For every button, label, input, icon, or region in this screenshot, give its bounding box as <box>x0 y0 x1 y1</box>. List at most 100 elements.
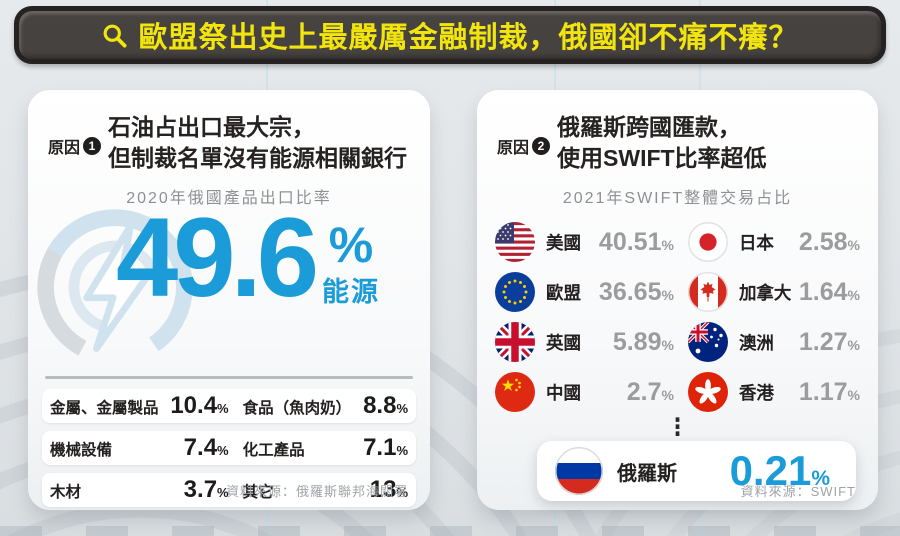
eu-flag-icon <box>495 272 535 313</box>
japan-flag-icon <box>687 222 728 263</box>
percent-sign: % <box>811 467 830 491</box>
reason-label: 原因 <box>48 139 81 157</box>
energy-bolt-icon <box>37 209 193 365</box>
country-value: 5.89 <box>612 327 662 356</box>
country-name: 美國 <box>546 232 581 253</box>
reason-1-card: 原因 1 石油占出口最大宗， 但制裁名單沒有能源相關銀行 2020年俄國產品出口… <box>28 90 430 510</box>
percent-sign: % <box>661 286 674 303</box>
cell-value: 13 <box>369 476 397 504</box>
cell-value: 3.7 <box>183 476 218 504</box>
swift-share-list: 美國 40.51% 日本 2.58% 歐盟 36.65% <box>495 220 860 414</box>
country-value: 2.7 <box>626 377 662 406</box>
bottom-stripe-band <box>0 526 900 536</box>
country-row-hongkong: 香港 1.17% <box>687 370 860 414</box>
us-flag-icon <box>495 222 535 263</box>
cell-label: 其它 <box>242 484 274 502</box>
cell-value: 7.4 <box>183 434 218 462</box>
russia-flag-icon <box>555 447 603 496</box>
percent-sign: % <box>661 236 674 253</box>
country-name: 加拿大 <box>738 282 792 303</box>
big-stat: 49.6 % 能源 <box>116 195 380 321</box>
cell-value: 8.8 <box>363 392 397 420</box>
percent-sign: % <box>396 485 408 501</box>
percent-sign: % <box>847 386 860 403</box>
heading-line-1: 俄羅斯跨國匯款， <box>557 114 742 140</box>
heading-line-2: 但制裁名單沒有能源相關銀行 <box>108 145 408 172</box>
energy-stat: 49.6 % 能源 <box>28 202 430 365</box>
country-value: 1.17 <box>798 377 848 406</box>
cell-value: 10.4 <box>170 392 218 420</box>
heading-line-1: 石油占出口最大宗， <box>108 114 316 140</box>
table-row: 機械設備 7.4% 化工產品 7.1% <box>42 431 416 466</box>
table-divider <box>45 376 413 380</box>
country-value: 1.64 <box>798 277 848 306</box>
percent-sign: % <box>396 443 408 459</box>
percent-sign: % <box>217 443 229 459</box>
country-row-australia: 澳洲 1.27% <box>687 320 860 364</box>
cell-label: 金屬、金屬製品 <box>50 400 159 418</box>
hongkong-flag-icon <box>687 372 728 413</box>
export-share-table: 金屬、金屬製品 10.4% 食品（魚肉奶） 8.8% 機械設備 7.4% 化工產… <box>42 389 416 508</box>
more-items-ellipsis: ⋮ <box>667 414 688 441</box>
russia-highlight-row: 俄羅斯 0.21% <box>537 441 856 502</box>
table-row: 木材 3.7% 其它 13% <box>42 473 416 508</box>
reason-number-icon: 1 <box>83 136 102 155</box>
australia-flag-icon <box>687 322 728 363</box>
cell-value: 7.1 <box>363 434 397 462</box>
table-row: 金屬、金屬製品 10.4% 食品（魚肉奶） 8.8% <box>42 389 416 424</box>
country-row-japan: 日本 2.58% <box>687 220 860 264</box>
percent-sign: % <box>396 401 408 417</box>
country-name: 英國 <box>546 332 581 353</box>
percent-sign: % <box>217 485 229 501</box>
heading-line-2: 使用SWIFT比率超低 <box>557 145 767 172</box>
uk-flag-icon <box>495 322 535 363</box>
country-name: 日本 <box>738 232 774 253</box>
reason-2-header: 原因 2 俄羅斯跨國匯款， 使用SWIFT比率超低 <box>477 90 878 174</box>
reason-2-heading: 俄羅斯跨國匯款， 使用SWIFT比率超低 <box>557 112 767 174</box>
big-stat-value: 49.6 <box>116 195 319 321</box>
cell-label: 化工產品 <box>242 442 305 460</box>
country-row-us: 美國 40.51% <box>495 220 674 264</box>
reason-1-heading: 石油占出口最大宗， 但制裁名單沒有能源相關銀行 <box>108 112 407 174</box>
magnifier-icon <box>104 24 128 48</box>
country-name: 香港 <box>738 382 774 403</box>
country-value: 40.51 <box>598 227 662 256</box>
reason-2-badge: 原因 2 <box>497 117 551 174</box>
canada-flag-icon <box>687 272 728 313</box>
china-flag-icon <box>495 372 535 413</box>
country-row-canada: 加拿大 1.64% <box>687 270 860 314</box>
reason-number-icon: 2 <box>532 136 551 155</box>
title-bar: 歐盟祭出史上最嚴厲金融制裁，俄國卻不痛不癢？ <box>14 6 886 64</box>
reason-2-card: 原因 2 俄羅斯跨國匯款， 使用SWIFT比率超低 2021年SWIFT整體交易… <box>477 90 878 510</box>
page-title: 歐盟祭出史上最嚴厲金融制裁，俄國卻不痛不癢？ <box>138 22 799 54</box>
right-chart-subtitle: 2021年SWIFT整體交易占比 <box>562 190 793 208</box>
percent-sign: % <box>661 386 674 403</box>
percent-sign: % <box>847 286 860 303</box>
left-chart-subtitle: 2020年俄國產品出口比率 <box>126 190 332 208</box>
country-row-uk: 英國 5.89% <box>495 320 674 364</box>
country-name: 歐盟 <box>546 282 581 303</box>
big-stat-label: 能源 <box>321 277 380 308</box>
cell-label: 機械設備 <box>50 442 113 460</box>
source-note: 資料來源：俄羅斯聯邦海關署 <box>225 484 408 499</box>
cell-label: 木材 <box>50 484 82 502</box>
cell-label: 食品（魚肉奶） <box>242 400 352 418</box>
percent-sign: % <box>217 401 229 417</box>
reason-1-header: 原因 1 石油占出口最大宗， 但制裁名單沒有能源相關銀行 <box>28 90 430 174</box>
country-name: 俄羅斯 <box>617 462 677 485</box>
percent-sign: % <box>847 236 860 253</box>
country-value: 1.27 <box>798 327 848 356</box>
country-row-eu: 歐盟 36.65% <box>495 270 674 314</box>
reason-1-badge: 原因 1 <box>48 117 102 174</box>
country-name: 中國 <box>546 382 581 403</box>
percent-sign: % <box>847 336 860 353</box>
country-value: 36.65 <box>598 277 662 306</box>
country-value: 0.21 <box>729 447 812 495</box>
country-value: 2.58 <box>798 227 848 256</box>
big-stat-percent-sign: % <box>328 216 374 273</box>
percent-sign: % <box>661 336 674 353</box>
source-note: 資料來源：SWIFT <box>740 484 856 499</box>
country-row-china: 中國 2.7% <box>495 370 674 414</box>
country-name: 澳洲 <box>738 332 774 353</box>
